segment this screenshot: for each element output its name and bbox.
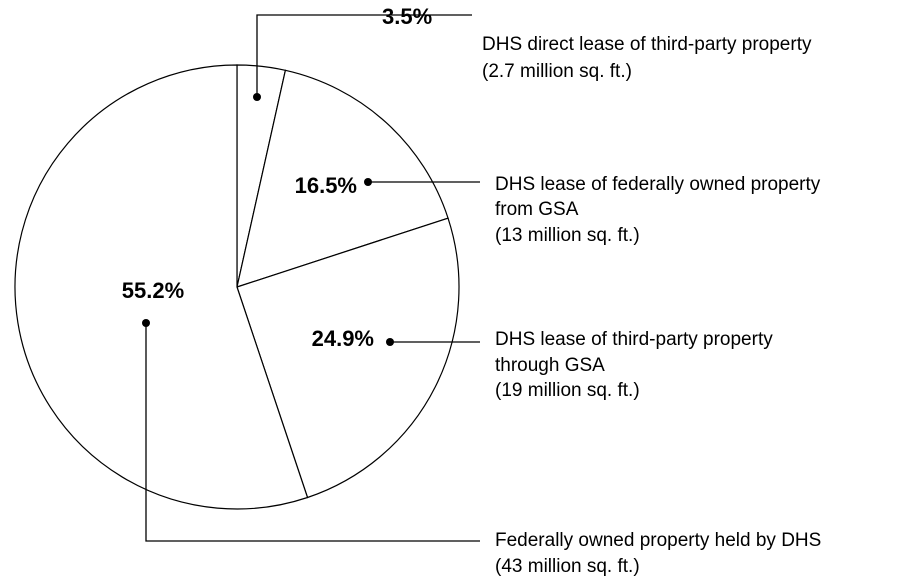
leader-dot: [142, 319, 150, 327]
value-label: 24.9%: [312, 326, 374, 351]
pie-slice: [236, 217, 460, 499]
category-label: Federally owned property held by DHS: [495, 530, 821, 551]
category-label: from GSA: [495, 199, 579, 220]
category-label: DHS direct lease of third-party property: [482, 34, 812, 55]
category-label: DHS lease of federally owned property: [495, 174, 821, 195]
category-label: (19 million sq. ft.): [495, 380, 640, 401]
pie-slice: [14, 64, 309, 510]
category-label: (43 million sq. ft.): [495, 556, 640, 577]
pie-slice: [236, 69, 449, 288]
leader-line: [256, 14, 472, 97]
leader-dot: [253, 93, 261, 101]
leader-line: [145, 323, 480, 542]
category-label: through GSA: [495, 355, 605, 376]
value-label: 3.5%: [382, 4, 432, 29]
category-label: (13 million sq. ft.): [495, 225, 640, 246]
category-label: DHS lease of third-party property: [495, 329, 773, 350]
value-label: 55.2%: [122, 278, 184, 303]
category-label: (2.7 million sq. ft.): [482, 61, 632, 82]
value-label: 16.5%: [295, 173, 357, 198]
leader-dot: [364, 178, 372, 186]
leader-dot: [386, 338, 394, 346]
